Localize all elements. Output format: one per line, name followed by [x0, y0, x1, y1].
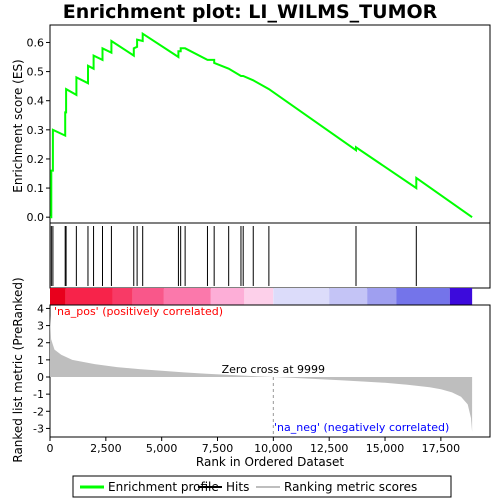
ranked-y-tick-label: 3	[37, 320, 44, 333]
ranked-y-tick-label: 4	[37, 302, 44, 315]
color-bar-segment	[132, 288, 164, 305]
hits-panel	[49, 222, 491, 289]
enrichment-profile-line	[50, 31, 473, 219]
x-tick-label: 15,000	[366, 442, 405, 455]
x-tick-label: 5,000	[146, 442, 178, 455]
color-bar-segment	[329, 288, 368, 305]
color-bar-segment	[65, 288, 113, 305]
ranked-y-tick-label: 0	[37, 371, 44, 384]
legend-label: Ranking metric scores	[284, 480, 417, 494]
neg-correlated-label: 'na_neg' (negatively correlated)	[274, 421, 449, 434]
ranked-metric-panel: -3 -2 -1 0 1 2 3 4 0 2,500 5,000 7,500 10,000 12,500…	[11, 277, 491, 469]
x-tick-label: 17,500	[422, 442, 461, 455]
color-bar-segment	[396, 288, 450, 305]
ranked-y-tick-label: -1	[33, 388, 44, 401]
es-y-axis-label: Enrichment score (ES)	[11, 59, 25, 192]
color-bar-segment	[273, 288, 330, 305]
enrichment-panel: 0.0 0.1 0.2 0.3 0.4 0.5 0.6 Enrichment score (…	[11, 24, 491, 224]
es-y-tick-label: 0.2	[27, 153, 45, 166]
rank-color-bar	[50, 288, 473, 305]
legend-label: Enrichment profile	[108, 480, 219, 494]
es-y-tick-label: 0.0	[27, 211, 45, 224]
zero-cross-label: Zero cross at 9999	[222, 363, 325, 376]
legend-label: Hits	[226, 480, 249, 494]
x-tick-label: 7,500	[202, 442, 234, 455]
es-y-tick-label: 0.4	[27, 95, 45, 108]
x-tick-label: 0	[47, 442, 54, 455]
es-y-tick-label: 0.5	[27, 66, 45, 79]
color-bar-segment	[112, 288, 133, 305]
es-y-tick-label: 0.1	[27, 182, 45, 195]
color-bar-segment	[449, 288, 473, 305]
x-tick-label: 10,000	[254, 442, 293, 455]
color-bar-segment	[367, 288, 397, 305]
es-y-tick-label: 0.6	[27, 36, 45, 49]
color-bar-segment	[50, 288, 66, 305]
color-bar-segment	[244, 288, 274, 305]
hits-panel-frame	[49, 222, 491, 289]
x-axis-label: Rank in Ordered Dataset	[196, 455, 344, 469]
x-tick-label: 12,500	[310, 442, 349, 455]
color-bar-segment	[210, 288, 245, 305]
x-tick-label: 2,500	[90, 442, 122, 455]
ranked-y-tick-label: -3	[33, 422, 44, 435]
ranked-y-axis-label: Ranked list metric (PreRanked)	[11, 277, 25, 462]
pos-correlated-label: 'na_pos' (positively correlated)	[54, 305, 223, 318]
legend: Enrichment profile Hits Ranking metric sco…	[72, 475, 452, 498]
chart-title: Enrichment plot: LI_WILMS_TUMOR	[63, 1, 438, 23]
color-bar-segment	[163, 288, 211, 305]
enrichment-panel-frame	[49, 24, 491, 224]
ranked-y-tick-label: 2	[37, 337, 44, 350]
es-y-tick-label: 0.3	[27, 124, 45, 137]
ranked-y-tick-label: -2	[33, 405, 44, 418]
ranking-metric-area	[50, 315, 473, 432]
ranked-y-tick-label: 1	[37, 354, 44, 367]
